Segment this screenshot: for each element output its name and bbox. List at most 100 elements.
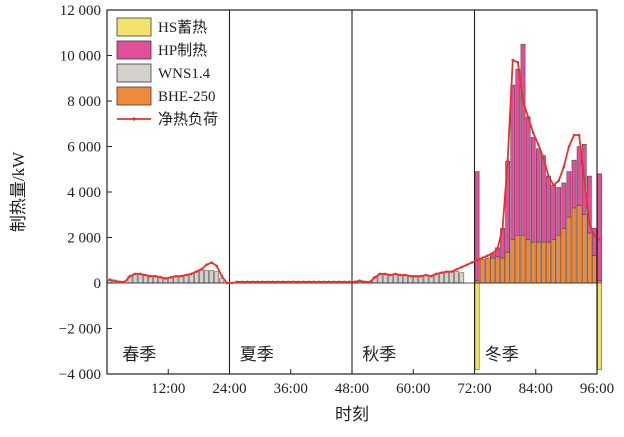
y-axis-title: 制热量/kW — [9, 151, 28, 232]
net-load-point — [179, 274, 183, 278]
net-load-point — [506, 158, 509, 162]
legend-label-hp: HP制热 — [158, 42, 207, 59]
bar-bhe — [551, 239, 556, 284]
net-load-point — [292, 280, 295, 284]
legend: HS蓄热 HP制热 WNS1.4 BHE-250 净热负荷 — [116, 17, 218, 128]
y-tick-label: −2 000 — [59, 322, 101, 338]
net-load-point — [133, 272, 137, 276]
net-load-point — [200, 268, 203, 271]
bar-hp — [561, 182, 567, 229]
net-load-point — [526, 115, 530, 119]
bar-bhe — [510, 239, 516, 284]
bar-wns — [137, 273, 143, 284]
bar-wns — [393, 273, 398, 284]
y-tick-label: 8 000 — [67, 94, 101, 110]
bar-bhe — [535, 241, 541, 284]
bar-hp — [515, 68, 521, 236]
net-load-point — [429, 274, 433, 278]
net-load-point — [424, 273, 428, 277]
bar-bhe — [571, 207, 577, 284]
net-load-point — [337, 280, 341, 284]
net-load-point — [388, 273, 392, 277]
season-label: 秋季 — [362, 345, 396, 364]
bar-bhe — [520, 234, 526, 284]
y-axis-ticks: −4 000 −2 000 0 2 000 4 000 6 000 8 000 10 000 1… — [59, 3, 112, 383]
net-load-point — [184, 273, 188, 277]
net-load-point — [138, 272, 142, 276]
net-load-point — [593, 233, 596, 237]
net-load-point — [496, 247, 499, 251]
net-load-point — [322, 280, 326, 284]
net-load-point — [434, 272, 438, 276]
bar-hp — [535, 148, 541, 243]
bar-hp — [546, 175, 551, 243]
bar-wns — [438, 272, 444, 284]
x-tick-label: 36:00 — [274, 381, 308, 397]
net-load-point — [215, 264, 219, 268]
legend-swatch-hp — [116, 40, 152, 60]
net-load-point — [353, 280, 356, 284]
bar-hp — [556, 187, 562, 236]
net-load-point — [445, 270, 448, 273]
legend-swatch-hs — [116, 17, 152, 37]
bar-bhe — [597, 280, 602, 284]
bar-bhe — [546, 241, 551, 284]
bar-wns — [459, 272, 465, 284]
bar-bhe — [587, 232, 592, 284]
net-load-point — [577, 133, 581, 137]
net-load-point — [537, 142, 540, 146]
x-tick-label: 24:00 — [212, 381, 246, 397]
net-load-point — [164, 277, 167, 280]
net-load-point — [598, 238, 601, 242]
net-load-point — [378, 272, 382, 276]
net-load-point — [108, 278, 111, 281]
net-load-point — [383, 272, 387, 276]
net-load-point — [582, 177, 586, 180]
net-load-point — [419, 274, 423, 278]
net-load-point — [470, 261, 474, 264]
net-load-point — [271, 280, 275, 284]
bar-wns — [449, 271, 454, 284]
net-load-point — [159, 276, 162, 279]
bar-bhe — [541, 241, 546, 284]
legend-label-net: 净热负荷 — [158, 111, 218, 128]
net-load-point — [189, 272, 193, 276]
x-tick-label: 60:00 — [396, 381, 430, 397]
bar-bhe — [556, 234, 562, 284]
bar-wns — [204, 270, 209, 284]
bar-bhe — [530, 241, 536, 284]
y-tick-label: 12 000 — [60, 3, 101, 19]
x-tick-label: 12:00 — [151, 381, 185, 397]
net-load-point — [266, 280, 270, 284]
net-load-point — [399, 273, 402, 277]
bar-hp — [566, 171, 572, 218]
bar-bhe — [490, 257, 495, 284]
net-load-point — [562, 165, 566, 169]
bar-bhe — [479, 258, 485, 284]
net-load-point — [261, 280, 264, 284]
bar-bhe — [484, 257, 490, 284]
net-load-point — [404, 273, 407, 277]
net-load-point — [557, 179, 561, 182]
net-load-point — [220, 274, 224, 278]
net-load-point — [230, 281, 234, 285]
net-load-point — [246, 280, 249, 284]
net-load-point — [450, 270, 453, 273]
net-load-point — [567, 145, 571, 148]
net-load-point — [485, 254, 489, 257]
legend-marker-net — [132, 117, 136, 121]
net-load-point — [440, 271, 443, 275]
bar-hp — [520, 43, 526, 236]
net-load-point — [521, 99, 525, 103]
bar-wns — [199, 269, 204, 284]
bar-bhe — [515, 234, 521, 284]
bar-hp — [474, 171, 480, 281]
season-label: 夏季 — [240, 345, 274, 364]
y-tick-label: −4 000 — [59, 367, 101, 383]
bar-wns — [214, 271, 220, 284]
season-labels: 春季 夏季 秋季 冬季 — [122, 345, 518, 364]
net-load-point — [332, 280, 336, 284]
x-axis-title: 时刻 — [335, 405, 369, 424]
